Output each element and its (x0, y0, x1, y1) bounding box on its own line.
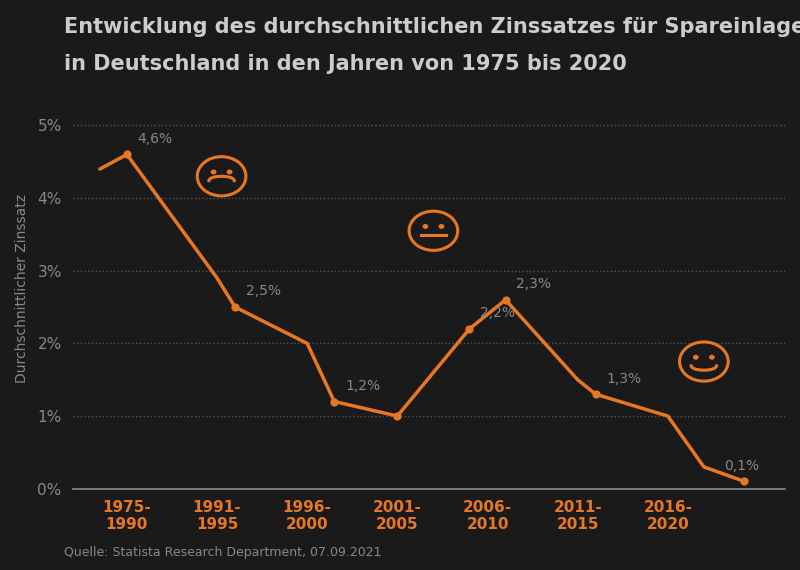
Circle shape (211, 170, 216, 174)
Text: 2,2%: 2,2% (480, 306, 515, 320)
Circle shape (227, 170, 232, 174)
Point (590, 390, 602, 399)
Y-axis label: Durchschnittlicher Zinssatz: Durchschnittlicher Zinssatz (15, 194, 29, 384)
Text: in Deutschland in den Jahren von 1975 bis 2020: in Deutschland in den Jahren von 1975 bi… (64, 54, 626, 74)
Text: Quelle: Statista Research Department, 07.09.2021: Quelle: Statista Research Department, 07… (64, 545, 382, 559)
Point (499, 295, 512, 304)
Text: 2,5%: 2,5% (246, 284, 281, 298)
Text: 1,2%: 1,2% (345, 379, 380, 393)
Text: 1,3%: 1,3% (606, 372, 642, 385)
Circle shape (439, 225, 444, 228)
Circle shape (423, 225, 427, 228)
Text: Entwicklung des durchschnittlichen Zinssatzes für Spareinlagen: Entwicklung des durchschnittlichen Zinss… (64, 17, 800, 37)
Text: 4,6%: 4,6% (138, 132, 173, 146)
Point (738, 477, 751, 486)
Point (391, 412, 404, 421)
Point (121, 150, 134, 159)
Point (229, 303, 242, 312)
Point (463, 324, 476, 333)
Circle shape (710, 356, 714, 359)
Circle shape (694, 356, 698, 359)
Text: 2,3%: 2,3% (516, 277, 551, 291)
Point (328, 397, 341, 406)
Text: 0,1%: 0,1% (724, 459, 759, 473)
